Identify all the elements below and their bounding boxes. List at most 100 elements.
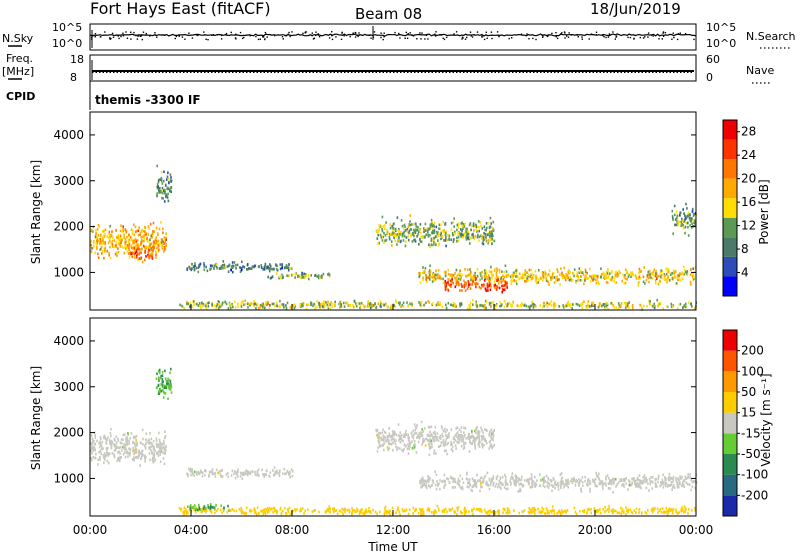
velocity-point: [226, 511, 229, 514]
power-point: [413, 232, 415, 235]
velocity-point: [356, 509, 359, 512]
nsearch-point: [136, 38, 139, 40]
velocity-point: [395, 445, 397, 449]
velocity-point: [645, 480, 647, 484]
x-axis-label: Time UT: [367, 540, 418, 554]
power-point: [124, 241, 126, 244]
power-point: [163, 189, 165, 192]
velocity-point: [434, 509, 437, 512]
power-point: [140, 241, 142, 245]
velocity-point: [311, 510, 314, 514]
power-point: [141, 260, 144, 264]
velocity-point: [139, 464, 141, 467]
power-point: [230, 306, 232, 310]
power-point: [380, 236, 383, 239]
velocity-point: [618, 511, 621, 515]
velocity-point: [492, 477, 494, 480]
power-point: [498, 271, 501, 274]
velocity-point: [687, 475, 690, 479]
velocity-point: [453, 437, 455, 441]
velocity-point: [198, 472, 200, 476]
power-point: [563, 305, 566, 308]
power-point: [149, 244, 152, 248]
power-panel-frame: [89, 111, 697, 311]
velocity-point: [192, 505, 195, 509]
velocity-point: [683, 505, 686, 508]
power-point: [163, 192, 166, 195]
power-point: [553, 281, 556, 284]
velocity-point: [539, 484, 542, 487]
velocity-point: [254, 470, 256, 474]
power-point: [396, 234, 398, 238]
power-point: [656, 275, 658, 278]
power-point: [607, 274, 610, 278]
power-point: [128, 242, 131, 246]
nsearch-point: [526, 33, 528, 35]
velocity-point: [399, 435, 401, 438]
velocity-point: [245, 506, 248, 510]
velocity-point: [573, 476, 575, 480]
velocity-point: [530, 509, 532, 512]
velocity-point: [363, 512, 366, 516]
velocity-point: [169, 385, 171, 388]
power-point: [553, 276, 556, 279]
velocity-point: [184, 509, 187, 513]
nsearch-point: [627, 36, 629, 39]
velocity-point: [578, 478, 580, 481]
power-point: [689, 273, 692, 276]
velocity-point: [387, 448, 389, 452]
velocity-point: [164, 430, 166, 433]
nsearch-point: [262, 36, 265, 38]
power-point: [430, 270, 432, 273]
power-point: [505, 270, 508, 273]
velocity-point: [376, 433, 379, 437]
power-point: [659, 275, 662, 279]
power-point: [475, 228, 477, 232]
nsearch-point: [652, 35, 654, 37]
velocity-point: [234, 476, 237, 480]
power-point: [683, 212, 685, 215]
velocity-point: [133, 436, 135, 440]
power-point: [103, 256, 105, 260]
power-point: [503, 305, 506, 309]
velocity-point: [209, 503, 212, 506]
power-point: [116, 236, 118, 239]
power-point: [427, 227, 430, 231]
velocity-point: [107, 436, 109, 439]
power-point: [457, 239, 460, 242]
power-point: [468, 223, 471, 227]
velocity-point: [276, 509, 278, 513]
power-point: [557, 270, 559, 274]
power-point: [584, 268, 587, 271]
velocity-point: [120, 441, 123, 445]
velocity-point: [406, 447, 409, 451]
power-point: [217, 300, 220, 303]
velocity-point: [200, 470, 202, 474]
power-point: [564, 273, 567, 276]
power-point: [104, 248, 106, 252]
power-point: [205, 307, 208, 311]
velocity-point: [377, 434, 380, 437]
power-point: [394, 305, 397, 308]
power-point: [429, 233, 431, 237]
nsearch-point: [673, 36, 675, 39]
power-point: [570, 279, 573, 283]
velocity-point: [489, 510, 492, 514]
velocity-point: [180, 507, 183, 511]
velocity-point: [420, 481, 423, 484]
velocity-point: [440, 441, 442, 444]
velocity-point: [666, 510, 668, 513]
velocity-point: [236, 473, 238, 476]
velocity-point: [482, 435, 485, 439]
velocity-point: [687, 512, 689, 515]
velocity-point: [220, 474, 223, 478]
velocity-point: [439, 487, 441, 491]
power-point: [119, 245, 122, 248]
power-point: [211, 264, 214, 268]
power-point: [573, 268, 576, 271]
power-point: [570, 278, 572, 281]
power-point: [457, 231, 459, 234]
power-point: [123, 251, 126, 255]
power-point: [186, 300, 188, 304]
velocity-point: [543, 476, 545, 479]
